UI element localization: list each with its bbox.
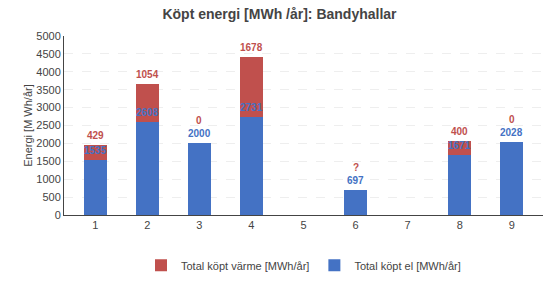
svg-text:1000: 1000 [36,173,60,185]
svg-text:429: 429 [87,130,104,141]
svg-text:3: 3 [196,219,202,231]
svg-text:0: 0 [509,114,515,125]
svg-text:1: 1 [92,219,98,231]
svg-text:2028: 2028 [500,127,523,138]
svg-text:4500: 4500 [36,48,60,60]
svg-text:3000: 3000 [36,101,60,113]
svg-text:9: 9 [509,219,515,231]
svg-text:?: ? [353,162,359,173]
svg-text:1054: 1054 [136,69,159,80]
svg-text:0: 0 [55,209,61,221]
svg-text:4: 4 [248,219,254,231]
svg-text:6: 6 [353,219,359,231]
svg-text:3500: 3500 [36,84,60,96]
svg-text:2608: 2608 [136,107,159,118]
svg-text:Total köpt el [MWh/år]: Total köpt el [MWh/år] [354,260,460,272]
svg-text:7: 7 [405,219,411,231]
svg-text:1535: 1535 [84,145,107,156]
svg-text:Köpt energi [MWh /år]: Bandyha: Köpt energi [MWh /år]: Bandyhallar [162,6,397,22]
svg-text:Energi [M Wh/år]: Energi [M Wh/år] [22,84,34,167]
svg-text:1678: 1678 [240,42,263,53]
svg-text:2000: 2000 [36,137,60,149]
svg-text:400: 400 [451,126,468,137]
svg-text:5: 5 [300,219,306,231]
svg-text:697: 697 [347,175,364,186]
svg-text:2000: 2000 [188,128,211,139]
svg-text:1500: 1500 [36,155,60,167]
svg-text:0: 0 [196,115,202,126]
svg-text:4000: 4000 [36,66,60,78]
svg-text:Total köpt värme [MWh/år]: Total köpt värme [MWh/år] [181,260,309,272]
svg-text:8: 8 [457,219,463,231]
svg-text:2731: 2731 [240,102,263,113]
svg-text:1671: 1671 [448,140,471,151]
svg-text:5000: 5000 [36,30,60,42]
svg-text:2: 2 [144,219,150,231]
svg-text:500: 500 [42,191,60,203]
svg-text:2500: 2500 [36,119,60,131]
